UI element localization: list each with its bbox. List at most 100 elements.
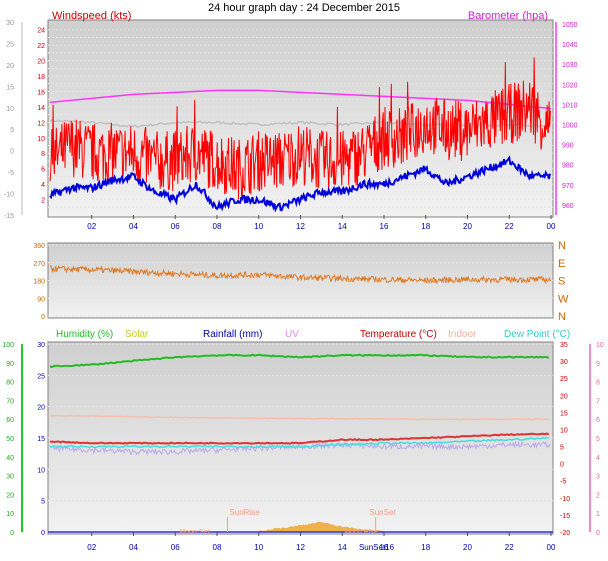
rain-tick-label: 10 — [37, 467, 45, 474]
baro-tick-label: 970 — [562, 183, 574, 190]
sunrise-label: SunRise — [229, 508, 260, 517]
compass-label: E — [558, 258, 565, 270]
x-tick-label: 22 — [505, 543, 514, 552]
wind-tick-label: 16 — [37, 89, 45, 96]
humidity-tick-label: 40 — [6, 455, 14, 462]
temp-tick-label: -10 — [560, 496, 570, 503]
wind-tick-label: 14 — [37, 105, 45, 112]
humidity-tick-label: 0 — [10, 530, 14, 537]
wind-avg-line — [49, 155, 551, 213]
temp-ghost-tick-label: 15 — [6, 84, 14, 91]
legend-entry: Solar — [125, 329, 149, 340]
baro-tick-label: 1020 — [562, 82, 578, 89]
x-tick-label: 12 — [296, 222, 305, 231]
x-tick-label: 10 — [254, 543, 263, 552]
humidity-line — [49, 353, 550, 368]
temp-tick-label: 15 — [560, 410, 568, 417]
temperature-line — [49, 432, 550, 445]
baro-tick-label: 1030 — [562, 62, 578, 69]
uv-line — [49, 440, 551, 457]
moonrise-label: Moon Rise — [344, 529, 378, 536]
temp-tick-label: 10 — [560, 427, 568, 434]
temp-tick-label: 5 — [560, 445, 564, 452]
rain-tick-label: 30 — [37, 342, 45, 349]
temp-ghost-tick-label: -10 — [4, 192, 14, 199]
temp-ghost-tick-label: 20 — [6, 63, 14, 70]
legend-entry: Temperature (°C) — [360, 329, 437, 340]
x-tick-label: 08 — [213, 222, 222, 231]
x-tick-label: 02 — [87, 222, 96, 231]
uv-tick-label: 1 — [596, 511, 600, 518]
wind-tick-label: 4 — [41, 182, 45, 189]
x-tick-label: 04 — [129, 543, 138, 552]
legend-entry: Rainfall (mm) — [203, 329, 262, 340]
wind-tick-label: 20 — [37, 59, 45, 66]
temp-tick-label: 30 — [560, 359, 568, 366]
baro-tick-label: 1000 — [562, 123, 578, 130]
temp-tick-label: 0 — [560, 462, 564, 469]
temp-ghost-tick-label: -15 — [4, 213, 14, 220]
windspeed-label: Windspeed (kts) — [52, 10, 131, 22]
sunset-axis-label: SunSet16 — [359, 543, 395, 552]
x-tick-label: 22 — [505, 222, 514, 231]
humidity-tick-label: 80 — [6, 380, 14, 387]
humidity-tick-label: 10 — [6, 511, 14, 518]
legend-entry: Humidity (%) — [56, 329, 113, 340]
x-tick-label: 20 — [463, 222, 472, 231]
x-tick-label: 02 — [87, 543, 96, 552]
x-tick-label: 00 — [547, 543, 556, 552]
wind-tick-label: 24 — [37, 28, 45, 35]
temp-tick-label: 25 — [560, 376, 568, 383]
humidity-tick-label: 70 — [6, 398, 14, 405]
baro-tick-label: 980 — [562, 163, 574, 170]
x-tick-label: 16 — [380, 222, 389, 231]
sunset-label: SunSet — [369, 508, 396, 517]
uv-tick-label: 9 — [596, 361, 600, 368]
temp-ghost-tick-label: -5 — [8, 170, 14, 177]
x-tick-label: 10 — [254, 222, 263, 231]
dir-tick-label: 180 — [33, 279, 45, 286]
humidity-tick-label: 30 — [6, 474, 14, 481]
baro-tick-label: 990 — [562, 143, 574, 150]
solar-area — [258, 521, 384, 532]
humidity-tick-label: 90 — [6, 361, 14, 368]
temp-tick-label: 20 — [560, 393, 568, 400]
wind-tick-label: 2 — [41, 198, 45, 205]
temp-ghost-tick-label: 25 — [6, 41, 14, 48]
indoor-temp-line — [49, 414, 549, 421]
uv-tick-label: 7 — [596, 398, 600, 405]
uv-tick-label: 3 — [596, 474, 600, 481]
uv-tick-label: 6 — [596, 417, 600, 424]
dir-tick-label: 90 — [37, 296, 45, 303]
humidity-tick-label: 60 — [6, 417, 14, 424]
wind-tick-label: 22 — [37, 43, 45, 50]
legend-entry: Indoor — [448, 329, 477, 340]
x-tick-label: 20 — [463, 543, 472, 552]
dir-tick-label: 0 — [41, 314, 45, 321]
x-tick-label: 08 — [213, 543, 222, 552]
x-tick-label: 18 — [421, 222, 430, 231]
wind-gust-line — [49, 57, 551, 200]
uv-tick-label: 4 — [596, 455, 600, 462]
uv-tick-label: 8 — [596, 380, 600, 387]
temp-ghost-tick-label: 0 — [10, 149, 14, 156]
uv-tick-label: 5 — [596, 436, 600, 443]
x-tick-label: 16 — [380, 543, 389, 552]
uv-tick-label: 10 — [596, 342, 604, 349]
temp-tick-label: 35 — [560, 342, 568, 349]
legend-entry: Dew Point (°C) — [504, 329, 570, 340]
compass-label: N — [558, 240, 566, 252]
temp-ghost-tick-label: 5 — [10, 127, 14, 134]
temp-ghost-tick-label: 10 — [6, 106, 14, 113]
wind-tick-label: 18 — [37, 74, 45, 81]
rain-tick-label: 5 — [41, 499, 45, 506]
dew-point-line — [49, 436, 549, 449]
compass-label: S — [558, 276, 565, 288]
x-tick-label: 14 — [338, 222, 347, 231]
x-tick-label: 12 — [296, 543, 305, 552]
x-tick-label: 14 — [338, 543, 347, 552]
baro-tick-label: 1050 — [562, 22, 578, 29]
barometer-label: Barometer (hpa) — [468, 10, 548, 22]
wind-tick-label: 6 — [41, 167, 45, 174]
